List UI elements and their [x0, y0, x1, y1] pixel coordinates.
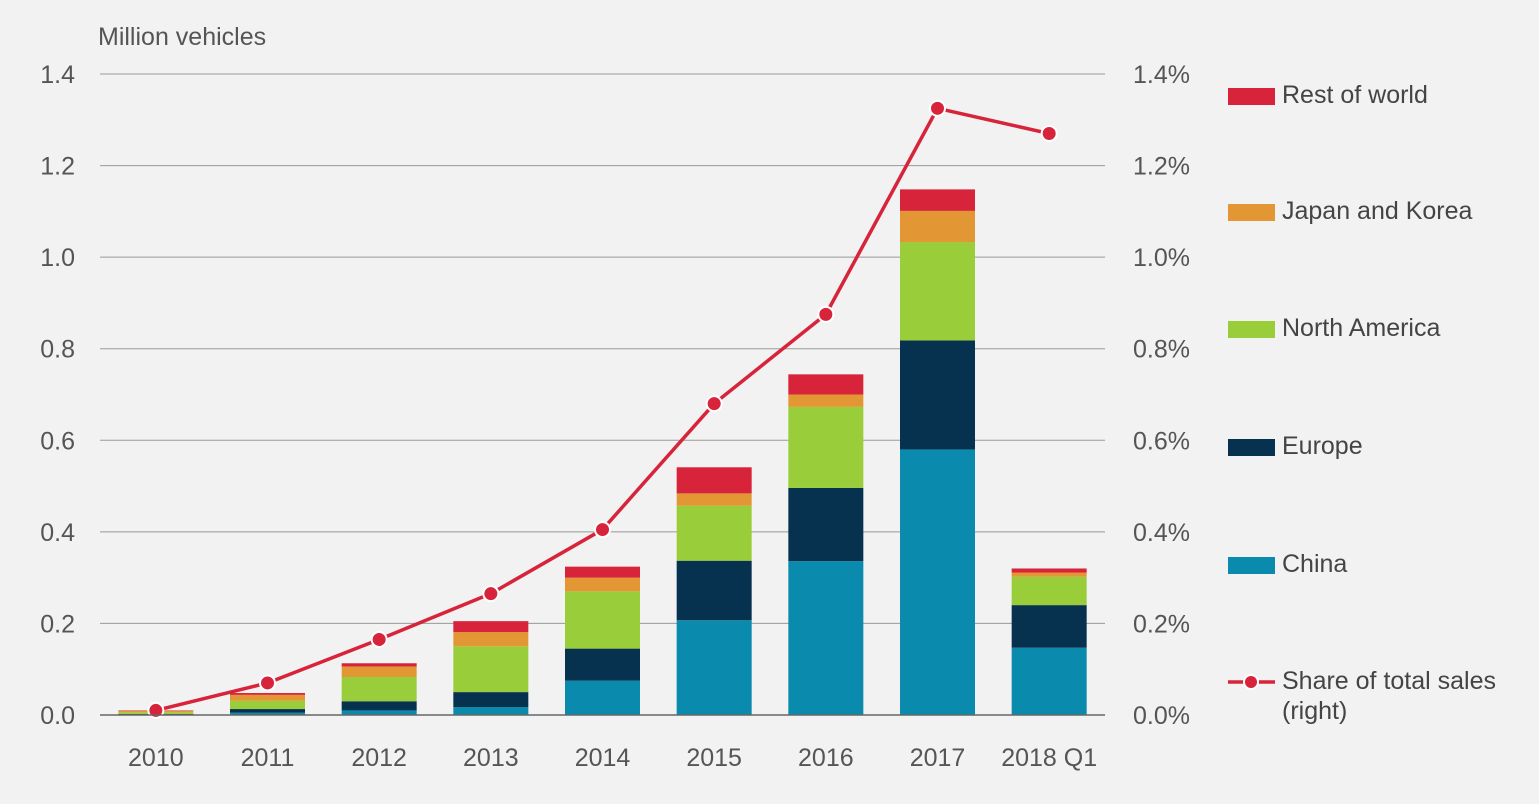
legend-swatch	[1228, 204, 1275, 221]
bar-segment	[788, 487, 864, 562]
y-tick-label: 0.0	[40, 702, 75, 730]
bar-segment	[788, 406, 864, 488]
x-tick-label: 2018 Q1	[1001, 744, 1097, 772]
share-point	[705, 395, 723, 413]
legend-label: Europe	[1282, 432, 1363, 460]
legend-marker	[1243, 674, 1259, 690]
bar-segment	[788, 394, 864, 407]
bar-segment	[565, 648, 640, 681]
axes: 0.0 0.0% 0.2 0.2% 0.4 0.4% 0.6 0.6% 0.8 0.8% 1.0 1.…	[40, 61, 1275, 772]
bar-segment	[1011, 572, 1087, 577]
y2-tick-label: 0.2%	[1133, 610, 1190, 638]
bar-segment	[676, 467, 752, 494]
bar-segment	[1011, 647, 1087, 715]
bar-segment	[900, 340, 975, 450]
bar-segment	[341, 701, 417, 711]
y-tick-label: 0.6	[40, 427, 75, 455]
x-tick-label: 2017	[910, 744, 966, 772]
bar-segment	[341, 676, 417, 702]
share-point	[929, 99, 946, 117]
share-point	[259, 674, 276, 692]
bar-segment	[676, 505, 752, 561]
x-tick-label: 2013	[463, 744, 519, 772]
bar-segment	[230, 693, 305, 695]
y-tick-label: 1.0	[40, 244, 75, 272]
x-tick-label: 2012	[351, 744, 407, 772]
bar-segment	[565, 577, 640, 592]
bar-segment	[1011, 576, 1087, 606]
share-point	[482, 585, 500, 603]
bar-segment	[230, 694, 305, 701]
bar-segment	[676, 560, 752, 621]
y-tick-label: 1.2	[40, 153, 75, 181]
share-point	[370, 630, 388, 648]
y-tick-label: 0.4	[40, 519, 75, 547]
bar-segment	[900, 189, 975, 211]
share-point	[594, 521, 611, 539]
bar-segment	[453, 692, 529, 708]
legend-label: Rest of world	[1282, 81, 1428, 109]
x-tick-label: 2011	[241, 744, 295, 772]
y-tick-label: 0.8	[40, 336, 75, 364]
y-tick-label: 0.2	[40, 610, 75, 638]
y2-tick-label: 1.4%	[1133, 61, 1190, 89]
legend-label: North America	[1282, 314, 1441, 342]
bar-segment	[676, 493, 752, 506]
legend-label: Japan and Korea	[1282, 197, 1473, 225]
legend-swatch	[1228, 557, 1275, 574]
share-point	[147, 701, 165, 719]
x-tick-label: 2016	[798, 744, 854, 772]
bar-segment	[341, 710, 417, 715]
bar-segment	[453, 707, 529, 715]
y2-tick-label: 0.0%	[1133, 702, 1190, 730]
legend-swatch	[1228, 439, 1275, 456]
bar-segment	[565, 566, 640, 578]
bar-segment	[900, 210, 975, 243]
bar-segment	[788, 561, 864, 715]
y2-tick-label: 1.0%	[1133, 244, 1190, 272]
y2-tick-label: 0.8%	[1133, 336, 1190, 364]
legend-label: Share of total sales (right)	[1282, 667, 1497, 725]
share-point	[1040, 125, 1058, 143]
bar-segment	[900, 242, 975, 341]
bar-segment	[565, 591, 640, 649]
x-tick-label: 2015	[686, 744, 742, 772]
y2-tick-label: 1.2%	[1133, 153, 1190, 181]
bar-segment	[565, 680, 640, 715]
bar-segment	[788, 374, 864, 395]
y-tick-label: 1.4	[40, 61, 75, 89]
bar-segment	[230, 700, 305, 710]
y2-tick-label: 0.4%	[1133, 519, 1190, 547]
bar-segment	[676, 620, 752, 715]
legend-swatch	[1228, 88, 1275, 105]
bar-segment	[900, 449, 975, 715]
bar-segment	[341, 663, 417, 667]
bar-segment	[230, 709, 305, 713]
y-axis-label: Million vehicles	[98, 23, 266, 51]
y2-tick-label: 0.6%	[1133, 427, 1190, 455]
bar-segment	[1011, 605, 1087, 648]
share-point	[817, 305, 835, 323]
legend-swatch	[1228, 321, 1275, 338]
bars	[118, 189, 1087, 715]
bar-segment	[453, 646, 529, 693]
bar-segment	[453, 632, 529, 647]
bar-segment	[230, 712, 305, 715]
bar-segment	[1011, 568, 1087, 573]
x-tick-label: 2010	[128, 744, 184, 772]
bar-segment	[453, 621, 529, 633]
legend-label: China	[1282, 550, 1348, 578]
bar-segment	[341, 666, 417, 677]
x-tick-label: 2014	[575, 744, 631, 772]
share-line	[147, 99, 1058, 719]
